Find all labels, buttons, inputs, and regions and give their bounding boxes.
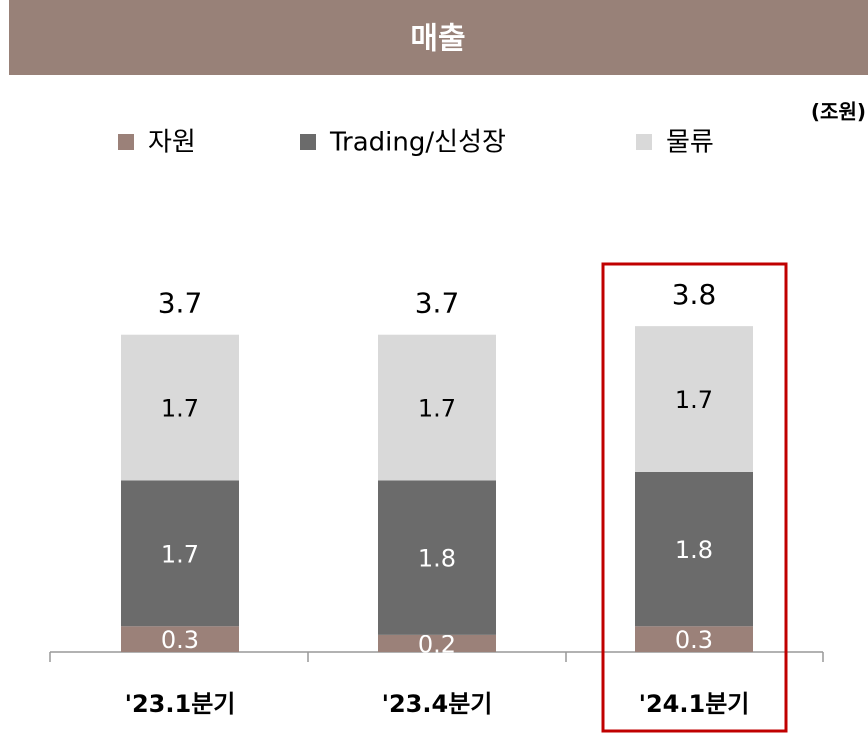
x-tick-label: '24.1분기 (639, 690, 750, 718)
bar-segment (635, 326, 753, 472)
bar-segment (378, 634, 496, 652)
total-label: 3.7 (158, 287, 203, 320)
total-label: 3.8 (672, 278, 717, 311)
legend-label: 자원 (148, 128, 196, 158)
title-band (9, 0, 868, 75)
bar-segment (378, 334, 496, 481)
chart-title: 매출 (410, 22, 465, 57)
highlight-box (601, 262, 788, 733)
x-tick-label: '23.4분기 (382, 690, 493, 718)
total-label: 3.7 (415, 287, 460, 320)
legend-swatch (300, 134, 316, 150)
segment-label: 0.3 (161, 626, 199, 654)
unit-label: (조원) (811, 100, 866, 124)
segment-label: 1.7 (418, 395, 456, 423)
bar-segment (121, 334, 239, 481)
bar-segment (121, 626, 239, 652)
legend-label: 물류 (666, 128, 714, 158)
legend-label: Trading/신성장 (329, 128, 506, 158)
x-tick-label: '23.1분기 (125, 690, 236, 718)
bar-segment (635, 626, 753, 652)
segment-label: 1.8 (675, 536, 713, 564)
bar-segment (378, 480, 496, 635)
segment-label: 0.3 (675, 626, 713, 654)
legend-swatch (636, 134, 652, 150)
segment-label: 1.7 (161, 540, 199, 568)
segment-label: 1.8 (418, 545, 456, 573)
segment-label: 0.2 (418, 630, 456, 658)
segment-label: 1.7 (161, 395, 199, 423)
segment-label: 1.7 (675, 386, 713, 414)
bar-segment (121, 480, 239, 627)
legend-swatch (118, 134, 134, 150)
bar-segment (635, 471, 753, 627)
